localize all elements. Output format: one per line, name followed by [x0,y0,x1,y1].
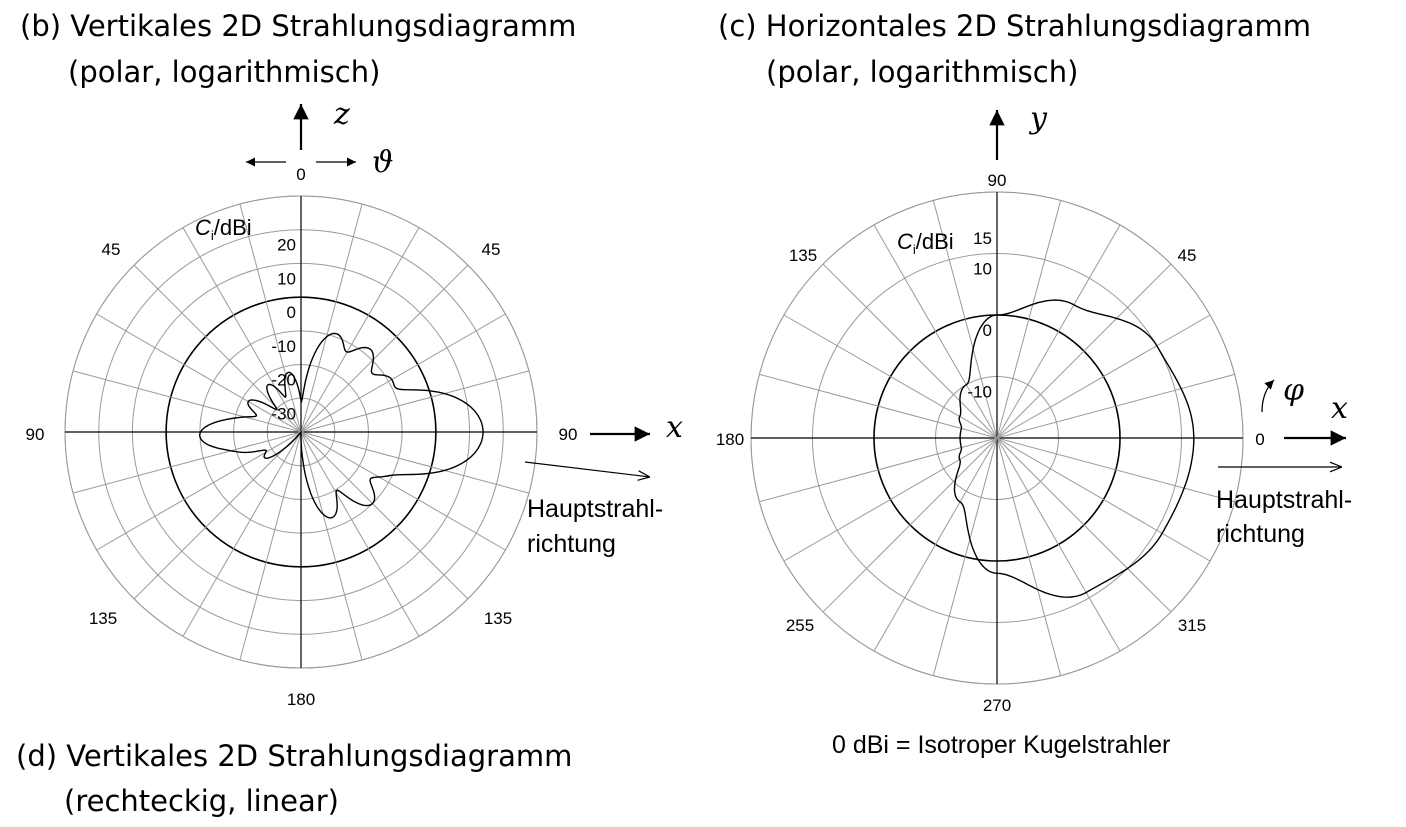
phi-label: φ [1283,373,1304,408]
z-axis-label: z [333,97,350,132]
angle-label-right: 90 [559,425,578,444]
polar-chart-b: 20 10 0 -10 -20 -30 [64,195,538,669]
radial-tick-label: -20 [271,371,296,390]
radial-tick-label: -30 [271,404,296,423]
panel-d-heading: (d) Vertikales 2D Strahlungsdiagramm [16,739,573,773]
angle-label-lower_left: 135 [89,609,117,628]
panel-b-heading: (b) Vertikales 2D Strahlungsdiagramm [20,9,577,43]
radial-tick-label: 0 [287,303,296,322]
main-beam-arrow [524,461,650,477]
angle-label-left: 90 [26,425,45,444]
y-axis-label: y [1028,101,1048,136]
unit-text: /dBi [214,215,252,240]
angle-label-top: 0 [296,165,305,184]
angle-label-upper_left: 45 [102,240,121,259]
isotropic-reference-note: 0 dBi = Isotroper Kugelstrahler [832,731,1171,759]
radial-unit-label: Ci/dBi [195,215,252,243]
angle-label-lower_right: 135 [484,609,512,628]
angle-label-top: 90 [988,171,1007,190]
radial-tick-label: -10 [271,337,296,356]
panel-c-subheading: (polar, logarithmisch) [766,55,1079,89]
main-beam-label-c-line2: richtung [1216,520,1305,548]
radial-tick-label: -10 [967,383,992,402]
panel-b-subheading: (polar, logarithmisch) [68,55,381,89]
radiation-pattern-line [953,299,1195,598]
radial-tick-label: 15 [973,229,992,248]
radial-tick-label: 10 [277,269,296,288]
angle-label-bottom: 270 [983,696,1011,715]
x-axis-label: x [666,410,683,445]
phi-arrow [1261,379,1275,413]
main-beam-label-line1: Hauptstrahl- [527,495,663,523]
angle-label-upper_right: 45 [1178,246,1197,265]
main-beam-label-c-line1: Hauptstrahl- [1216,486,1352,514]
unit-subscript: i [211,228,214,243]
theta-label: ϑ [372,145,393,180]
x-axis-label-c: x [1331,391,1348,426]
unit-text: /dBi [916,229,954,254]
angle-label-lower_right: 315 [1178,616,1206,635]
radiation-pattern-line [198,332,484,519]
unit-subscript: i [913,242,916,257]
angle-label-bottom: 180 [287,690,315,709]
radial-unit-label: Ci/dBi [897,229,954,257]
panel-c-heading: (c) Horizontales 2D Strahlungsdiagramm [718,9,1312,43]
angle-label-right: 0 [1255,430,1264,449]
radial-tick-label: 20 [277,236,296,255]
radial-tick-label: 10 [973,260,992,279]
angle-label-upper_left: 135 [789,246,817,265]
angle-label-lower_left: 255 [786,616,814,635]
unit-symbol: C [897,229,913,254]
unit-symbol: C [195,215,211,240]
angle-label-upper_right: 45 [482,240,501,259]
angle-spoke [759,373,1235,503]
polar-chart-c: 15 10 0 -10 [750,191,1244,685]
panel-d-subheading: (rechteckig, linear) [64,784,339,818]
radial-tick-label: 0 [983,321,992,340]
main-beam-label-line2: richtung [527,530,616,558]
angle-label-left: 180 [716,430,744,449]
